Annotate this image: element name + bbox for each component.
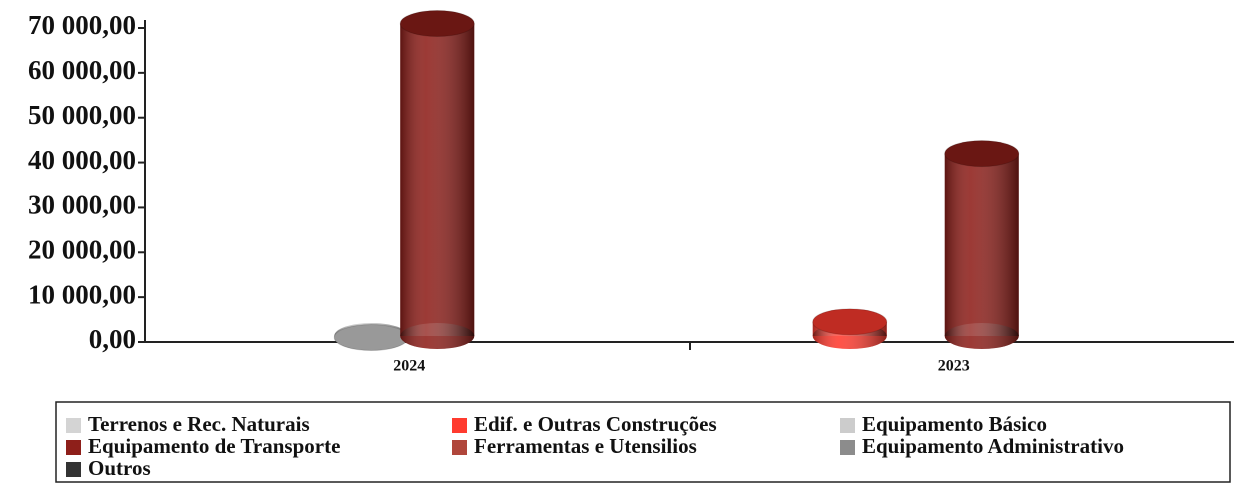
legend-swatch <box>452 418 467 433</box>
legend-swatch <box>840 418 855 433</box>
y-tick-label: 30 000,00 <box>28 190 136 220</box>
legend-swatch <box>840 440 855 455</box>
bar <box>399 10 475 349</box>
y-tick-label: 60 000,00 <box>28 55 136 85</box>
y-tick-label: 40 000,00 <box>28 145 136 175</box>
y-tick-label: 70 000,00 <box>28 10 136 40</box>
y-tick-label: 20 000,00 <box>28 234 136 264</box>
legend-label: Edif. e Outras Construções <box>474 412 717 436</box>
y-tick-label: 0,00 <box>89 324 136 354</box>
y-tick-label: 50 000,00 <box>28 100 136 130</box>
legend-label: Equipamento Administrativo <box>862 434 1124 458</box>
legend-label: Equipamento Básico <box>862 412 1047 436</box>
legend-swatch <box>66 440 81 455</box>
legend-label: Terrenos e Rec. Naturais <box>88 412 310 436</box>
legend-swatch <box>66 418 81 433</box>
legend-label: Outros <box>88 456 151 480</box>
legend-label: Equipamento de Transporte <box>88 434 340 458</box>
legend-label: Ferramentas e Utensilios <box>474 434 697 458</box>
bar <box>944 140 1020 349</box>
bar <box>333 323 409 352</box>
legend-swatch <box>66 462 81 477</box>
bar <box>812 308 888 349</box>
y-tick-label: 10 000,00 <box>28 279 136 309</box>
legend-swatch <box>452 440 467 455</box>
legend-box <box>55 401 1231 483</box>
x-tick-label: 2023 <box>938 358 970 375</box>
x-tick-label: 2024 <box>393 358 425 375</box>
